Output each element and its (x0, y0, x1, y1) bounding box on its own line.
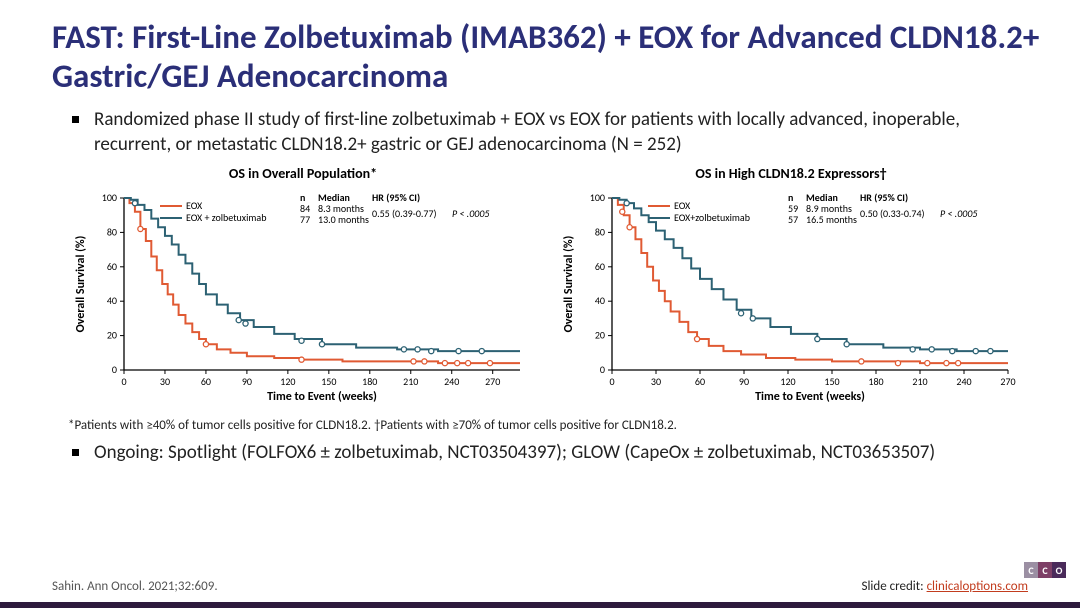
svg-text:270: 270 (1000, 375, 1015, 388)
svg-text:60: 60 (201, 375, 211, 388)
svg-text:30: 30 (651, 375, 661, 388)
svg-text:EOX+zolbetuximab: EOX+zolbetuximab (674, 211, 750, 224)
credit-link[interactable]: clinicaloptions.com (927, 579, 1028, 594)
svg-text:240: 240 (444, 375, 459, 388)
bullet-list-bottom: Ongoing: Spotlight (FOLFOX6 ± zolbetuxim… (0, 435, 1080, 466)
svg-text:240: 240 (956, 375, 971, 388)
svg-text:150: 150 (824, 375, 839, 388)
svg-text:P < .0005: P < .0005 (452, 207, 489, 220)
svg-text:270: 270 (485, 375, 500, 388)
bullet-list-top: Randomized phase II study of first-line … (0, 104, 1080, 157)
svg-text:0: 0 (609, 375, 614, 388)
svg-text:0.55 (0.39-0.77): 0.55 (0.39-0.77) (372, 207, 437, 220)
svg-text:80: 80 (107, 226, 117, 239)
svg-text:60: 60 (107, 260, 117, 273)
svg-text:Overall Survival (%): Overall Survival (%) (74, 236, 88, 333)
svg-text:P < .0005: P < .0005 (940, 207, 977, 220)
svg-text:40: 40 (595, 294, 605, 307)
km-chart: OS in High CLDN18.2 Expressors† 0 20 40 60 80… (556, 165, 1026, 414)
footnote: *Patients with ≥40% of tumor cells posit… (0, 414, 1080, 435)
svg-text:120: 120 (780, 375, 795, 388)
svg-text:0: 0 (121, 375, 126, 388)
svg-text:100: 100 (590, 191, 605, 204)
chart-title: OS in Overall Population* (68, 165, 538, 182)
svg-text:0: 0 (112, 363, 117, 376)
svg-text:60: 60 (695, 375, 705, 388)
km-chart: OS in Overall Population* 0 20 40 60 80 100 0 30… (68, 165, 538, 414)
svg-text:60: 60 (595, 260, 605, 273)
svg-text:90: 90 (739, 375, 749, 388)
svg-text:Time to Event (weeks): Time to Event (weeks) (267, 390, 377, 404)
charts-row: OS in Overall Population* 0 20 40 60 80 100 0 30… (0, 161, 1080, 414)
svg-text:40: 40 (107, 294, 117, 307)
svg-text:100: 100 (102, 191, 117, 204)
svg-text:180: 180 (868, 375, 883, 388)
svg-text:0.50 (0.33-0.74): 0.50 (0.33-0.74) (860, 207, 925, 220)
page-title: FAST: First-Line Zolbetuximab (IMAB362) … (0, 0, 1080, 104)
svg-text:Overall Survival (%): Overall Survival (%) (562, 236, 576, 333)
svg-text:80: 80 (595, 226, 605, 239)
svg-text:180: 180 (362, 375, 377, 388)
svg-text:30: 30 (160, 375, 170, 388)
svg-text:5716.5 months: 5716.5 months (788, 213, 857, 226)
logo-letter: O (1052, 562, 1066, 578)
svg-text:EOX + zolbetuximab: EOX + zolbetuximab (186, 211, 266, 224)
cco-logo: C C O (1024, 562, 1066, 578)
svg-text:150: 150 (321, 375, 336, 388)
logo-letter: C (1024, 562, 1038, 578)
svg-text:210: 210 (403, 375, 418, 388)
svg-text:20: 20 (107, 329, 117, 342)
svg-text:20: 20 (595, 329, 605, 342)
svg-text:120: 120 (280, 375, 295, 388)
slide-credit: Slide credit: clinicaloptions.com (861, 579, 1028, 594)
bullet-item: Ongoing: Spotlight (FOLFOX6 ± zolbetuxim… (72, 441, 1020, 466)
credit-prefix: Slide credit: (861, 579, 926, 594)
logo-letter: C (1038, 562, 1052, 578)
bottom-accent-bar (0, 602, 1080, 608)
svg-text:90: 90 (242, 375, 252, 388)
chart-title: OS in High CLDN18.2 Expressors† (556, 165, 1026, 182)
bullet-item: Randomized phase II study of first-line … (72, 108, 1020, 157)
svg-text:210: 210 (912, 375, 927, 388)
citation: Sahin. Ann Oncol. 2021;32:609. (52, 579, 218, 594)
svg-text:Time to Event (weeks): Time to Event (weeks) (755, 390, 865, 404)
svg-text:7713.0 months: 7713.0 months (300, 213, 369, 226)
svg-text:0: 0 (600, 363, 605, 376)
